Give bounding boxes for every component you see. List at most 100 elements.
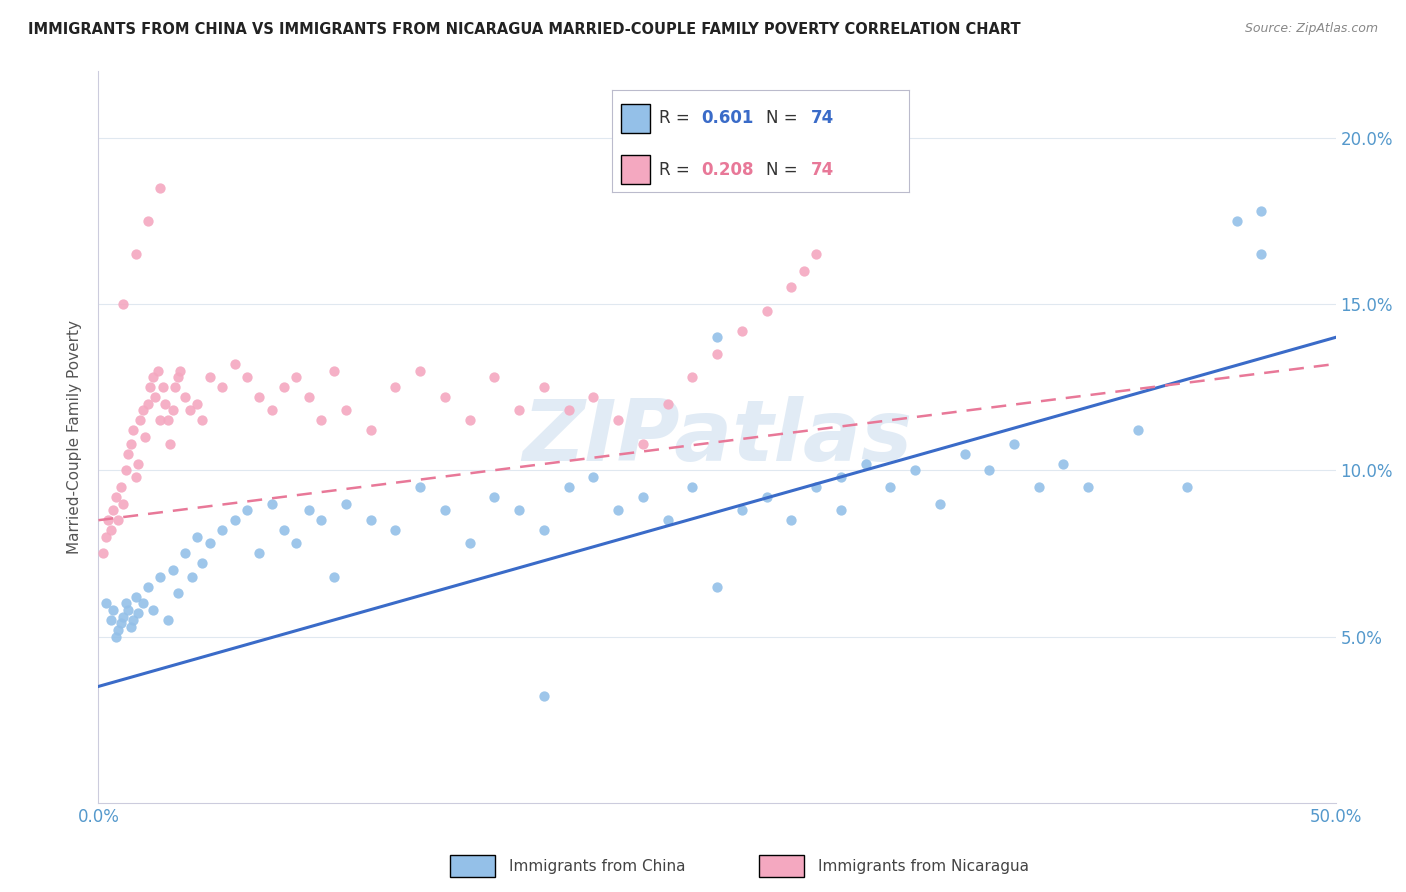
Point [484,370,506,384]
Point [124,247,146,261]
Point [607,413,630,427]
Point [755,303,778,318]
Point [433,503,456,517]
Point [181,570,204,584]
Point [156,413,179,427]
Point [1126,424,1149,438]
Point [582,390,605,404]
Point [124,470,146,484]
Point [804,247,827,261]
Point [107,623,129,637]
Point [174,546,197,560]
Text: Immigrants from China: Immigrants from China [509,859,686,873]
Point [139,380,162,394]
Point [127,457,149,471]
Point [1250,204,1272,219]
Point [830,157,852,171]
Point [166,586,188,600]
Point [409,363,432,377]
Point [136,397,159,411]
Point [122,613,145,627]
Point [94,596,117,610]
Point [132,596,155,610]
Point [103,503,125,517]
Point [107,513,129,527]
Point [120,436,142,450]
Point [533,690,555,704]
Point [1028,480,1050,494]
Point [136,580,159,594]
Point [335,497,357,511]
Point [706,330,728,344]
Point [198,536,221,550]
Point [458,413,481,427]
Point [142,603,165,617]
Point [631,490,654,504]
Point [142,370,165,384]
Point [236,370,259,384]
Point [179,403,201,417]
Point [804,480,827,494]
Point [928,497,950,511]
Point [855,137,877,152]
Point [433,390,456,404]
Point [211,380,233,394]
Point [211,523,233,537]
Point [112,497,135,511]
Point [309,413,332,427]
Point [110,480,132,494]
Point [657,513,679,527]
Text: IMMIGRANTS FROM CHINA VS IMMIGRANTS FROM NICARAGUA MARRIED-COUPLE FAMILY POVERTY: IMMIGRANTS FROM CHINA VS IMMIGRANTS FROM… [28,22,1021,37]
Point [335,403,357,417]
Point [1226,214,1249,228]
Point [322,570,344,584]
Point [755,490,778,504]
Point [186,530,208,544]
Point [731,324,754,338]
Point [780,513,803,527]
Point [360,513,382,527]
Point [285,370,308,384]
Point [186,397,208,411]
Point [156,613,179,627]
Point [1052,457,1074,471]
Point [273,523,295,537]
Point [100,613,122,627]
Point [904,463,927,477]
Point [149,570,172,584]
Point [557,480,579,494]
Point [104,630,127,644]
Point [114,596,136,610]
Point [1077,480,1099,494]
Point [508,403,530,417]
Text: ZIPatlas: ZIPatlas [522,395,912,479]
Point [731,503,754,517]
Point [298,390,321,404]
Point [198,370,221,384]
Point [631,436,654,450]
Point [117,447,139,461]
Point [122,424,145,438]
Point [224,357,246,371]
Point [162,563,184,577]
Point [100,523,122,537]
Point [224,513,246,527]
Point [557,403,579,417]
Point [152,380,174,394]
Point [657,397,679,411]
Point [149,180,172,194]
Point [458,536,481,550]
Point [706,580,728,594]
Point [162,403,184,417]
Point [681,370,703,384]
Point [508,503,530,517]
Point [104,490,127,504]
Point [309,513,332,527]
Point [146,363,169,377]
Point [409,480,432,494]
Point [169,363,191,377]
Point [706,347,728,361]
Point [780,280,803,294]
Point [830,503,852,517]
Point [533,523,555,537]
